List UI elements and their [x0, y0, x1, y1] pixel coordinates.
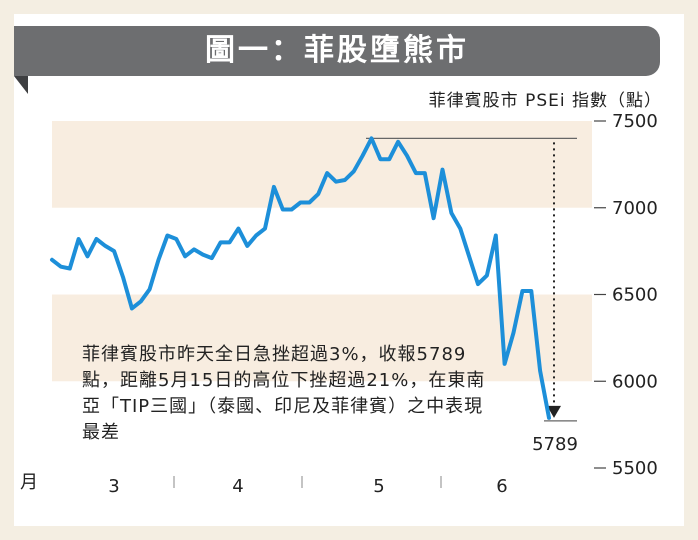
- x-tick-label-5: 5: [373, 476, 384, 497]
- psei-line: [50, 136, 551, 420]
- y-tick-label-7500: 7500: [612, 111, 658, 132]
- y-axis-unit-label: 菲律賓股市 PSEi 指數（點）: [428, 91, 662, 111]
- annotation-note: 菲律賓股市昨天全日急挫超過3%，收報5789點，距離5月15日的高位下挫超過21…: [82, 344, 486, 443]
- last-value-label: 5789: [532, 434, 578, 455]
- chart-frame: 圖一：菲股墮熊市 菲律賓股市 PSEi 指數（點） 5500 6000 6500 70…: [14, 14, 684, 526]
- line-chart: 5500 6000 6500 7000 7500 月 3 4 5 6 5789: [20, 111, 658, 497]
- y-tick-label-6500: 6500: [612, 285, 658, 306]
- title-bar-fold: [14, 76, 28, 94]
- x-tick-label-6: 6: [496, 476, 507, 497]
- title-bar: 圖一：菲股墮熊市: [14, 26, 660, 94]
- x-tick-label-4: 4: [232, 476, 243, 497]
- drop-arrow-head: [547, 405, 561, 418]
- x-tick-label-3: 3: [108, 476, 119, 497]
- band-0: [52, 121, 592, 208]
- chart-title: 圖一：菲股墮熊市: [205, 33, 469, 68]
- y-tick-label-6000: 6000: [612, 371, 658, 392]
- y-tick-label-7000: 7000: [612, 198, 658, 219]
- x-axis-prefix: 月: [20, 472, 38, 493]
- y-tick-label-5500: 5500: [612, 458, 658, 479]
